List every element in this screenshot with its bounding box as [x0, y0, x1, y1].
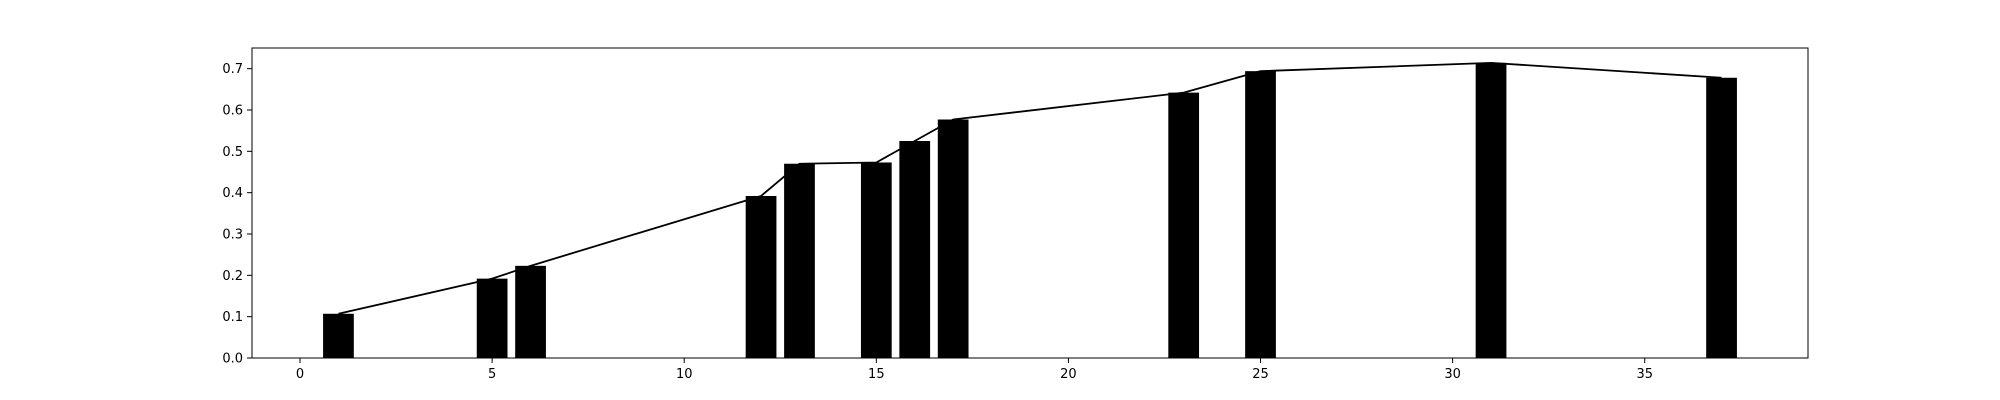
y-tick-label: 0.6	[222, 104, 243, 119]
bar-x-1	[323, 313, 354, 358]
bar-x-37	[1706, 77, 1737, 358]
bar-x-17	[937, 119, 969, 358]
bar-x-13	[784, 163, 815, 358]
y-tick-label: 0.4	[222, 186, 243, 201]
y-tick-label: 0.5	[222, 145, 243, 160]
x-tick-label: 25	[1252, 367, 1269, 382]
y-tick-label: 0.3	[222, 228, 243, 243]
y-tick-label: 0.7	[222, 62, 243, 77]
bars-layer	[323, 62, 1737, 359]
x-tick-label: 35	[1636, 367, 1653, 382]
bar-x-31	[1475, 62, 1507, 358]
x-tick-label: 5	[488, 367, 496, 382]
bar-x-5	[476, 278, 508, 358]
axes-layer	[251, 47, 1809, 359]
ticks-layer: 0 5 10 15 20 25 30 35 0.0 0.1 0.2 0.3 0.4 0.5 0.6 0.7	[222, 62, 1653, 382]
x-tick-label: 30	[1444, 367, 1461, 382]
x-tick-label: 15	[868, 367, 885, 382]
series-line	[338, 61, 1722, 315]
x-tick-label: 20	[1060, 367, 1077, 382]
x-tick-label: 0	[296, 367, 304, 382]
y-tick-label: 0.2	[222, 269, 243, 284]
x-tick-label: 10	[676, 367, 693, 382]
line-layer	[338, 61, 1722, 315]
bar-x-16	[899, 141, 931, 358]
bar-x-25	[1245, 71, 1276, 359]
y-tick-label: 0.0	[222, 352, 243, 367]
axes-frame	[251, 47, 1809, 359]
bar-x-6	[515, 265, 546, 358]
bar-x-12	[745, 195, 777, 358]
bar-x-15	[860, 162, 892, 358]
bar-x-23	[1168, 92, 1200, 358]
y-tick-label: 0.1	[222, 310, 243, 325]
